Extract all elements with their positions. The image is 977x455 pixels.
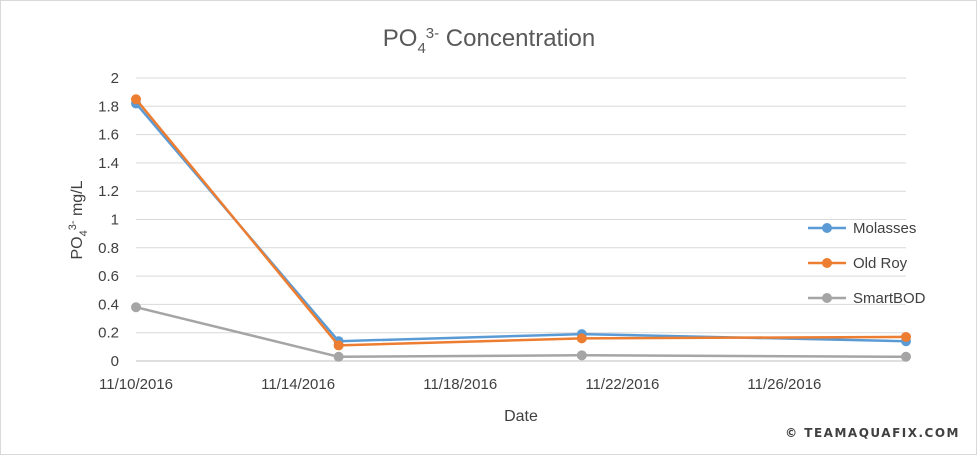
y-tick-label: 1.2 [98, 183, 119, 200]
data-point [901, 331, 911, 342]
series-layer [131, 94, 911, 362]
data-point [901, 351, 911, 362]
x-tick-label: 11/14/2016 [261, 376, 335, 393]
y-axis-title: PO43- mg/L [67, 180, 90, 259]
x-axis-title: Date [504, 408, 538, 425]
legend-label: SmartBOD [853, 290, 926, 307]
x-tick-label: 11/22/2016 [585, 376, 659, 393]
x-axis-ticks: 11/10/2016 11/14/2016 11/18/2016 11/22/2016… [99, 376, 821, 393]
legend-marker [822, 293, 832, 303]
watermark: © TEAMAQUAFIX.COM [785, 426, 960, 440]
data-point [576, 350, 587, 361]
legend-label: Molasses [853, 220, 916, 237]
series-old-roy [131, 94, 911, 351]
series-line [135, 305, 907, 359]
data-point [131, 302, 141, 313]
data-point [333, 351, 344, 362]
y-tick-label: 0.6 [98, 268, 119, 285]
y-tick-label: 1 [111, 212, 119, 229]
series-smartbod [131, 302, 911, 362]
series-line [135, 102, 907, 343]
x-tick-label: 11/10/2016 [99, 376, 173, 393]
y-tick-label: 0 [111, 353, 119, 370]
series-line [135, 98, 907, 347]
legend-item: Old Roy [808, 255, 908, 272]
legend-label: Old Roy [853, 255, 908, 272]
chart-title: PO43- Concentration [383, 25, 595, 57]
y-axis-ticks: 0 0.2 0.4 0.6 0.8 1 1.2 1.4 1.6 1.8 2 [98, 70, 119, 370]
y-tick-label: 0.2 [98, 325, 119, 342]
data-point [576, 333, 587, 344]
legend-marker [822, 258, 832, 268]
y-tick-label: 2 [111, 70, 119, 87]
y-tick-label: 1.4 [98, 155, 119, 172]
legend-marker [822, 223, 832, 233]
y-tick-label: 0.4 [98, 296, 119, 313]
legend: Molasses Old Roy SmartBOD [808, 220, 926, 307]
legend-item: Molasses [808, 220, 916, 237]
y-tick-label: 1.8 [98, 98, 119, 115]
legend-item: SmartBOD [808, 290, 926, 307]
x-tick-label: 11/26/2016 [747, 376, 821, 393]
y-tick-label: 1.6 [98, 127, 119, 144]
gridlines [136, 77, 906, 362]
x-tick-label: 11/18/2016 [423, 376, 497, 393]
data-point [131, 94, 141, 105]
y-tick-label: 0.8 [98, 240, 119, 257]
data-point [333, 340, 344, 351]
series-molasses [131, 98, 911, 347]
